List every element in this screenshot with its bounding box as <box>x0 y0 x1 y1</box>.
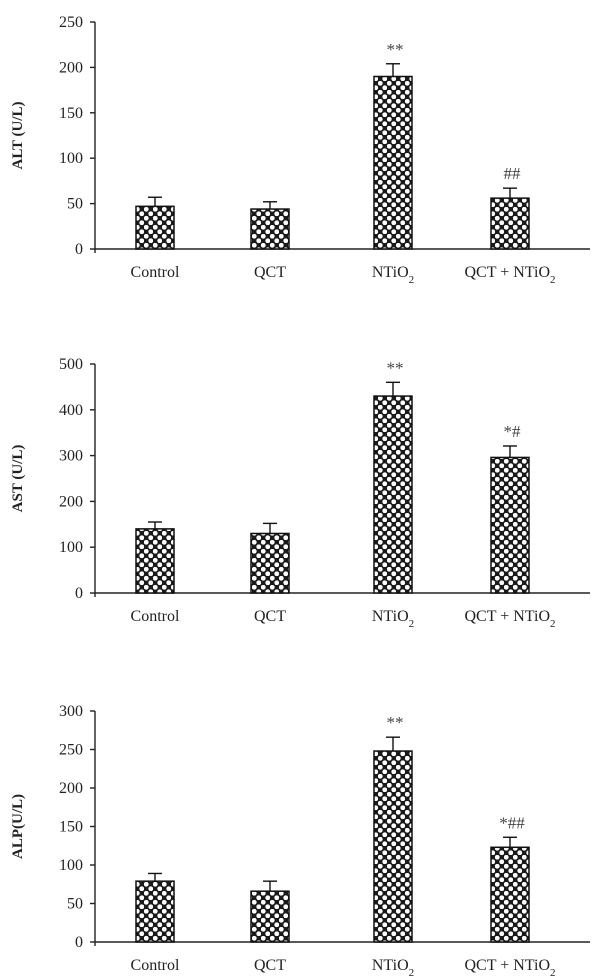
bar <box>135 528 175 594</box>
significance-marker: ## <box>504 164 522 183</box>
bar <box>490 846 530 943</box>
y-tick-label: 100 <box>59 150 83 167</box>
y-tick-label: 200 <box>59 780 83 797</box>
y-tick-label: 0 <box>75 585 83 602</box>
chart-panel-3: 0 50 100 150 200 250 300 ALP(U/L) Control QCT ** NT… <box>10 703 590 979</box>
category-label: QCT + NTiO2 <box>465 264 556 286</box>
y-tick-label: 50 <box>67 896 83 913</box>
category-label: QCT + NTiO2 <box>465 608 556 630</box>
significance-marker: ** <box>387 713 404 732</box>
bar <box>135 205 175 250</box>
y-tick-label: 100 <box>59 857 83 874</box>
significance-marker: *# <box>504 422 522 441</box>
category-label: QCT <box>254 264 286 281</box>
bar <box>373 395 413 594</box>
bar <box>250 890 290 943</box>
y-tick-label: 150 <box>59 819 83 836</box>
category-label: QCT <box>254 957 286 974</box>
chart-panel-1: 0 50 100 150 200 250 ALT (U/L) Control QCT ** NTiO… <box>10 14 590 286</box>
y-tick-label: 250 <box>59 742 83 759</box>
category-label: QCT <box>254 608 286 625</box>
y-tick-label: 250 <box>59 14 83 31</box>
y-tick-label: 500 <box>59 356 83 373</box>
y-tick-label: 300 <box>59 703 83 720</box>
y-tick-label: 0 <box>75 241 83 258</box>
significance-marker: *## <box>499 813 525 832</box>
category-label: NTiO2 <box>372 264 414 286</box>
y-tick-label: 400 <box>59 402 83 419</box>
y-tick-label: 50 <box>67 196 83 213</box>
y-axis-label: AST (U/L) <box>10 445 26 513</box>
y-axis-label: ALT (U/L) <box>10 102 26 170</box>
y-tick-label: 200 <box>59 59 83 76</box>
y-tick-label: 100 <box>59 539 83 556</box>
chart-panel-2: 0 100 200 300 400 500 AST (U/L) Control QCT ** NTi… <box>10 356 590 630</box>
bar <box>490 456 530 594</box>
category-label: QCT + NTiO2 <box>465 957 556 979</box>
y-tick-label: 300 <box>59 448 83 465</box>
y-tick-label: 0 <box>75 934 83 951</box>
category-label: Control <box>131 264 180 281</box>
category-label: Control <box>131 957 180 974</box>
y-tick-label: 200 <box>59 493 83 510</box>
bar <box>490 197 530 250</box>
category-label: NTiO2 <box>372 957 414 979</box>
significance-marker: ** <box>387 358 404 377</box>
bar <box>250 532 290 594</box>
y-tick-label: 150 <box>59 105 83 122</box>
bar <box>373 75 413 250</box>
bar <box>373 750 413 943</box>
category-label: NTiO2 <box>372 608 414 630</box>
y-axis-label: ALP(U/L) <box>10 794 26 859</box>
bar <box>135 880 175 943</box>
category-label: Control <box>131 608 180 625</box>
bar <box>250 208 290 250</box>
significance-marker: ** <box>387 40 404 59</box>
